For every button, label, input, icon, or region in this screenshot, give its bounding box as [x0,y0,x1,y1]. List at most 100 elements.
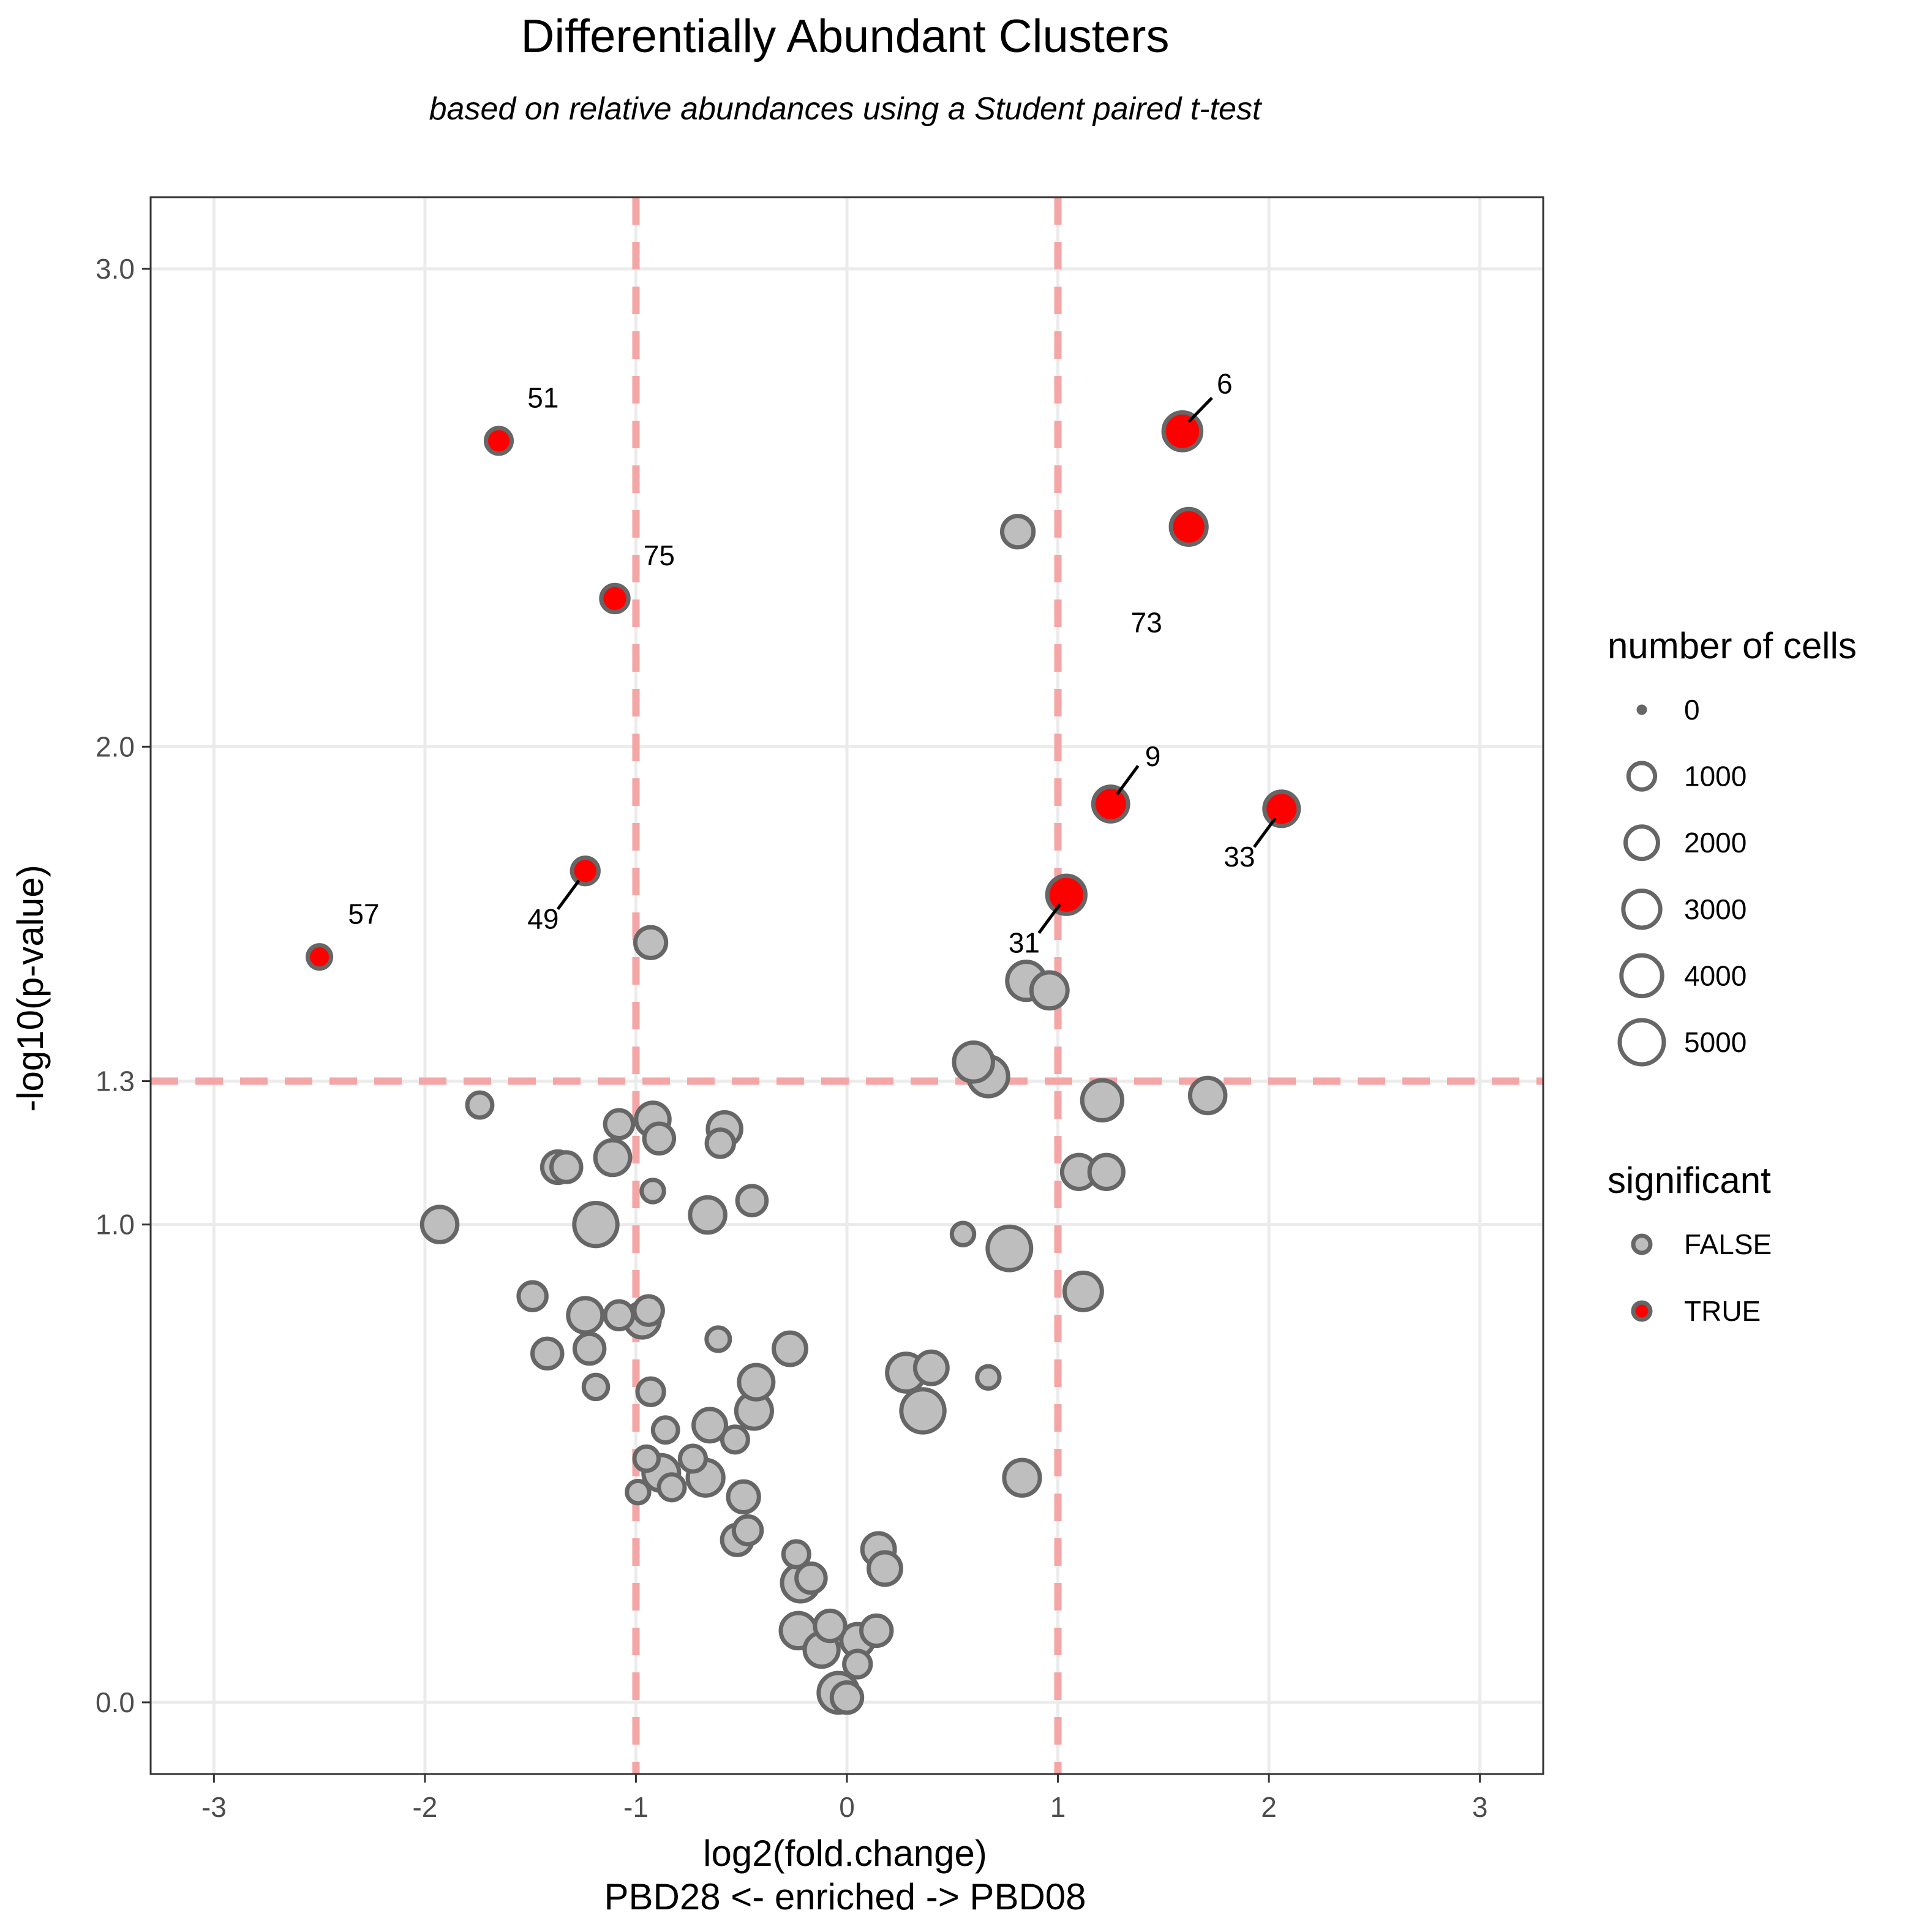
significant-point [1045,873,1088,916]
point [975,1364,1002,1391]
point [952,1040,995,1084]
significant-point [1091,784,1130,824]
point [581,1372,611,1402]
legend-sig-label: FALSE [1684,1228,1772,1260]
point [625,1478,652,1506]
cluster-label: 49 [527,903,558,934]
x-tick-label: 3 [1472,1791,1488,1823]
point [656,1472,687,1503]
point [465,1090,495,1120]
chart-subtitle: based on relative abundances using a Stu… [429,91,1263,127]
point [859,1613,894,1648]
point [731,1514,764,1547]
axes: -3 -2 -1 0 1 2 3 0.0 1.0 1.3 2.0 3.0 [96,253,1487,1823]
x-axis-label-2: PBD28 <- enriched -> PBD08 [604,1876,1086,1917]
point [781,1539,811,1569]
point [726,1479,761,1515]
cluster-label: 73 [1131,606,1162,638]
significant-point [1262,789,1301,829]
point [632,1444,661,1473]
significant-point [570,855,601,887]
point [829,1680,865,1715]
point [867,1550,903,1587]
point [1002,1457,1042,1498]
chart-title: Differentially Abundant Clusters [521,10,1170,62]
point [999,514,1036,550]
point [572,1200,620,1249]
y-tick-label: 1.0 [96,1209,135,1241]
point [530,1336,565,1371]
point [813,1608,848,1644]
data-points [306,410,1301,1715]
legend-size-label: 1000 [1684,761,1747,792]
legend-size-label: 0 [1684,694,1700,726]
legend: number of cells significant 0 1000 2000 300… [1608,625,1857,1327]
point [516,1280,549,1312]
threshold-lines [151,197,1543,1774]
label-leader-line [556,879,581,911]
point [704,1325,732,1353]
point [737,1363,776,1402]
point [912,1349,950,1386]
label-leader-line [1252,817,1277,848]
cluster-label: 9 [1145,740,1161,772]
point [1187,1075,1228,1116]
point [572,1331,607,1366]
point [419,1205,460,1244]
significant-point [483,426,514,456]
y-tick-label: 3.0 [96,253,135,285]
cluster-label: 6 [1217,367,1233,399]
point [985,1224,1034,1272]
point [593,1138,633,1178]
point [735,1184,769,1217]
point [677,1443,709,1474]
x-tick-label: 0 [839,1791,855,1823]
point [635,1376,666,1407]
point [842,1648,873,1680]
point [899,1387,947,1435]
cluster-label: 31 [1009,927,1040,958]
legend-sig-title: significant [1608,1160,1771,1201]
x-tick-label: 1 [1050,1791,1066,1823]
legend-size-key [1621,889,1663,930]
x-tick-label: -3 [201,1791,227,1823]
point [566,1296,605,1335]
point [949,1220,977,1247]
legend-size-key [1619,953,1664,999]
y-axis-label: -log10(p-value) [10,865,51,1112]
point [549,1150,584,1184]
legend-size-label: 4000 [1684,960,1747,991]
point [650,1415,680,1445]
cluster-label: 57 [348,898,379,930]
cluster-label: 75 [644,539,675,571]
y-tick-label: 0.0 [96,1686,135,1718]
significant-point [306,943,334,971]
legend-size-key [1623,824,1660,862]
y-tick-label: 2.0 [96,731,135,762]
legend-size-label: 5000 [1684,1026,1747,1058]
significant-point [599,582,631,615]
point [603,1108,636,1141]
x-tick-label: 2 [1261,1791,1277,1823]
legend-size-label: 2000 [1684,827,1747,859]
point [772,1330,808,1367]
label-leader-line [1116,765,1140,795]
point [720,1424,750,1455]
legend-sig-key [1631,1300,1653,1322]
legend-size-title: number of cells [1608,625,1857,666]
legend-size-label: 3000 [1684,893,1747,925]
point [632,1294,665,1327]
x-tick-label: -2 [412,1791,437,1823]
y-tick-label: 1.3 [96,1066,135,1097]
legend-sig-key [1631,1233,1653,1255]
significant-point [1161,410,1204,453]
point [642,1121,677,1156]
point [704,1127,736,1159]
x-axis-label: log2(fold.change) [703,1833,987,1874]
legend-sig-label: TRUE [1684,1295,1761,1327]
legend-size-key [1636,704,1647,715]
point [1029,970,1070,1011]
point [633,925,669,960]
